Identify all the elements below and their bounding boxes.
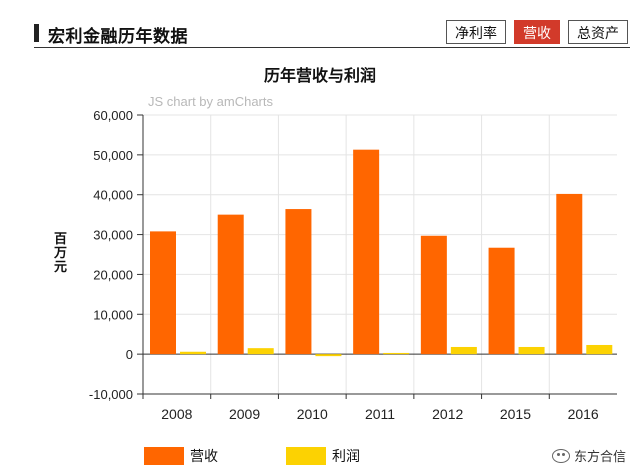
legend-item-revenue[interactable]: 营收 — [144, 446, 218, 466]
y-tick-label: 0 — [126, 347, 133, 362]
bar-revenue — [217, 214, 244, 355]
bar-profit — [586, 344, 613, 355]
legend-swatch-revenue — [144, 447, 184, 465]
tab-revenue[interactable]: 营收 — [514, 20, 560, 44]
bar-profit — [383, 352, 410, 355]
x-tick-label: 2012 — [432, 406, 463, 422]
y-tick-label: 30,000 — [93, 228, 133, 243]
legend-item-profit[interactable]: 利润 — [286, 446, 360, 466]
bar-revenue — [285, 209, 312, 355]
bar-profit — [518, 346, 545, 355]
chart-credit-link[interactable]: JS chart by amCharts — [148, 94, 273, 109]
wechat-icon — [551, 448, 570, 463]
bar-revenue — [353, 149, 380, 355]
x-tick-label: 2009 — [229, 406, 260, 422]
y-tick-label: 20,000 — [93, 267, 133, 282]
chart-title: 历年营收与利润 — [263, 68, 376, 85]
x-tick-label: 2010 — [297, 406, 328, 422]
watermark-text: 东方合信 — [573, 449, 626, 464]
bar-revenue — [556, 193, 583, 355]
bar-profit — [247, 348, 274, 355]
title-marker — [34, 24, 39, 42]
legend-label-profit: 利润 — [332, 448, 360, 464]
page-title: 宏利金融历年数据 — [48, 27, 188, 46]
bar-revenue — [150, 231, 176, 355]
x-tick-label: 2008 — [161, 406, 192, 422]
header-divider — [34, 47, 630, 48]
watermark: 东方合信 — [551, 446, 626, 465]
y-tick-label: 50,000 — [93, 148, 133, 163]
plot-area — [143, 115, 617, 394]
tab-net-margin[interactable]: 净利率 — [446, 20, 506, 44]
x-tick-label: 2015 — [500, 406, 531, 422]
bar-revenue — [488, 247, 515, 355]
y-tick-label: -10,000 — [89, 387, 133, 402]
y-tick-label: 10,000 — [93, 307, 133, 322]
bar-profit — [180, 351, 206, 355]
x-tick-label: 2011 — [365, 406, 395, 422]
legend-swatch-profit — [286, 447, 326, 465]
bar-revenue — [420, 235, 447, 355]
bar-profit — [315, 354, 342, 357]
y-tick-label: 40,000 — [93, 188, 133, 203]
header: 宏利金融历年数据 净利率 营收 总资产 — [0, 0, 640, 50]
legend: 营收 利润 — [0, 446, 640, 470]
tab-total-assets[interactable]: 总资产 — [568, 20, 628, 44]
metric-tabs: 净利率 营收 总资产 — [446, 20, 628, 44]
bar-profit — [450, 346, 477, 355]
y-tick-label: 60,000 — [93, 108, 133, 123]
y-axis-label: 百万元 — [54, 231, 68, 274]
x-tick-label: 2016 — [568, 406, 599, 422]
legend-label-revenue: 营收 — [190, 448, 218, 464]
